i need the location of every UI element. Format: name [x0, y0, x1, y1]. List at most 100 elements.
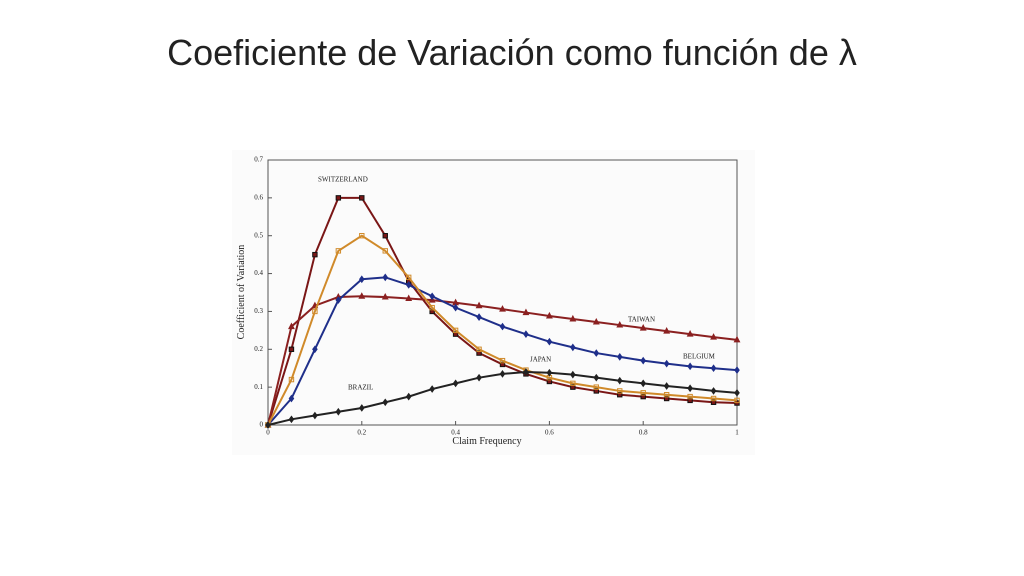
marker [733, 335, 741, 343]
marker [734, 397, 740, 404]
marker [335, 407, 342, 416]
marker [475, 301, 483, 309]
marker [452, 331, 459, 337]
marker [476, 313, 482, 321]
marker [382, 273, 389, 282]
marker [687, 362, 693, 371]
marker [616, 353, 623, 361]
series-label: TAIWAN [628, 316, 655, 324]
marker [546, 378, 553, 385]
marker [359, 195, 365, 201]
marker [265, 421, 271, 429]
marker [686, 330, 694, 337]
marker [734, 366, 740, 374]
x-tick-label: 0.2 [357, 429, 366, 437]
marker [616, 376, 623, 385]
series-label: JAPAN [530, 356, 551, 364]
marker [312, 251, 318, 258]
marker [288, 376, 295, 383]
marker [382, 233, 388, 239]
y-tick-label: 0 [260, 421, 264, 429]
marker [452, 327, 459, 334]
marker [617, 388, 623, 394]
marker [288, 415, 295, 424]
marker [616, 320, 624, 328]
y-tick-label: 0.6 [254, 193, 263, 201]
marker [593, 388, 599, 394]
marker [522, 308, 530, 316]
marker [499, 322, 506, 331]
marker [288, 322, 295, 330]
marker [710, 395, 717, 402]
marker [687, 384, 693, 393]
marker [429, 308, 435, 315]
marker [710, 333, 717, 340]
marker [734, 388, 740, 397]
marker [312, 308, 318, 315]
marker [546, 337, 553, 346]
marker [640, 356, 647, 365]
marker [452, 303, 459, 312]
marker [476, 346, 482, 352]
marker [663, 327, 671, 334]
marker [335, 248, 342, 254]
marker [335, 296, 342, 304]
marker [499, 305, 506, 312]
marker [405, 294, 413, 302]
x-tick-label: 0.4 [451, 429, 460, 437]
marker [452, 379, 459, 388]
marker [546, 368, 553, 377]
y-tick-label: 0.4 [254, 269, 263, 277]
chart-background [232, 150, 755, 455]
series-label: SWITZERLAND [318, 176, 368, 184]
x-axis-label: Claim Frequency [452, 436, 521, 447]
marker [640, 393, 646, 400]
marker [640, 379, 647, 388]
marker [312, 345, 318, 354]
x-tick-label: 0.6 [545, 429, 554, 437]
marker [405, 392, 412, 401]
marker [381, 292, 389, 300]
marker [382, 248, 388, 254]
x-tick-label: 0 [266, 429, 270, 437]
marker [429, 304, 435, 311]
marker [687, 393, 693, 400]
x-tick-label: 0.8 [639, 429, 648, 437]
marker [335, 195, 342, 201]
marker [592, 317, 600, 325]
y-axis-label: Coefficient of Variation [236, 245, 247, 340]
marker [569, 314, 577, 322]
marker [710, 364, 717, 373]
marker [476, 350, 482, 356]
marker [312, 411, 318, 420]
marker [499, 361, 506, 368]
marker [499, 357, 506, 364]
marker [358, 404, 365, 412]
marker [499, 370, 506, 378]
marker [640, 390, 646, 396]
marker [358, 275, 365, 284]
plot-frame [267, 159, 738, 426]
marker [570, 370, 576, 379]
marker [288, 346, 295, 352]
y-tick-label: 0.5 [254, 231, 263, 239]
marker [710, 387, 717, 395]
marker [382, 398, 389, 407]
marker [358, 292, 366, 299]
marker [545, 311, 553, 319]
series-line [267, 234, 738, 426]
marker [617, 392, 623, 398]
marker [663, 392, 670, 398]
marker [359, 233, 365, 239]
marker [523, 330, 529, 338]
series-label: BRAZIL [348, 384, 373, 392]
marker [476, 373, 482, 382]
marker [663, 395, 670, 402]
y-tick-label: 0.1 [254, 383, 263, 391]
marker [570, 384, 576, 390]
marker [593, 349, 600, 357]
marker [593, 373, 600, 382]
marker [570, 380, 576, 387]
